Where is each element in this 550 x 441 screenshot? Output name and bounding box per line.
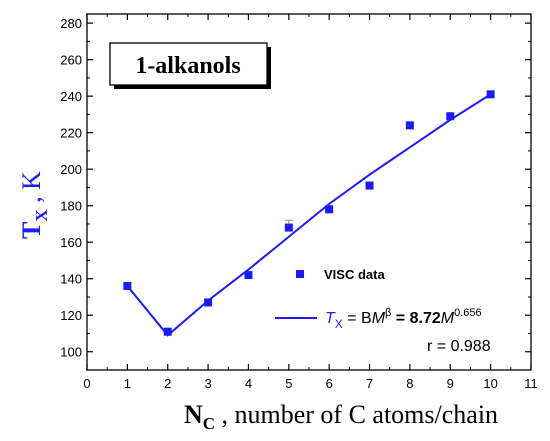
y-axis-label: TX , K (17, 171, 51, 239)
data-point (325, 205, 334, 214)
data-point (405, 121, 414, 130)
legend: VISC data TX = BMβ = 8.72M0.656 r = 0.98… (275, 267, 491, 355)
data-point (204, 298, 213, 307)
y-axis-label-rest: , K (17, 171, 46, 210)
y-axis-ticks: 100 120 140 160 180 200 220 240 260 280 (60, 16, 531, 360)
legend-label-visc: VISC data (324, 267, 385, 282)
x-tick-label: 6 (326, 376, 333, 391)
formula-lhs-symbol: T (325, 310, 336, 327)
formula-exp1: β (385, 307, 391, 319)
x-axis-label: NC , number of C atoms/chain (184, 400, 498, 433)
y-tick-label: 140 (60, 272, 82, 287)
formula-lhs-subscript: X (335, 317, 343, 331)
correlation-text: r = 0.988 (427, 338, 491, 355)
y-axis-label-symbol: T (17, 222, 46, 239)
inset-title: 1-alkanols (135, 53, 240, 79)
x-tick-label: 11 (524, 376, 538, 391)
formula-m2: M (441, 310, 455, 327)
y-tick-label: 260 (60, 53, 82, 68)
x-tick-label: 7 (366, 376, 373, 391)
y-tick-label: 100 (60, 345, 82, 360)
data-point (446, 112, 455, 121)
fit-line-layer (126, 93, 492, 337)
formula-m1: M (372, 310, 386, 327)
x-tick-label: 0 (83, 376, 90, 391)
x-tick-label: 5 (285, 376, 292, 391)
data-point (123, 282, 132, 291)
formula-exp2: 0.656 (454, 307, 482, 319)
y-tick-label: 220 (60, 126, 82, 141)
y-tick-label: 240 (60, 89, 82, 104)
data-point (486, 90, 495, 99)
fit-line (126, 93, 492, 337)
y-tick-label: 160 (60, 235, 82, 250)
data-point (365, 181, 374, 190)
y-tick-label: 120 (60, 308, 82, 323)
formula-eq2: = 8.72 (391, 310, 440, 327)
inset-title-box: 1-alkanols (109, 42, 271, 89)
y-tick-label: 200 (60, 162, 82, 177)
x-axis-ticks: 0 1 2 3 4 5 6 7 8 9 10 11 (83, 14, 538, 391)
data-points-layer (123, 90, 495, 336)
x-axis-label-rest: , number of C atoms/chain (215, 400, 498, 429)
formula-eq1: = B (343, 310, 372, 327)
x-tick-label: 10 (483, 376, 497, 391)
x-tick-label: 1 (124, 376, 131, 391)
x-tick-label: 4 (245, 376, 252, 391)
x-tick-label: 3 (204, 376, 211, 391)
inset-title-frame (109, 42, 268, 86)
data-point (284, 223, 293, 232)
fit-formula: TX = BMβ = 8.72M0.656 (325, 307, 482, 331)
x-tick-label: 9 (447, 376, 454, 391)
y-tick-label: 280 (60, 16, 82, 31)
data-point (163, 327, 172, 336)
x-tick-label: 2 (164, 376, 171, 391)
x-tick-label: 8 (406, 376, 413, 391)
y-tick-label: 180 (60, 199, 82, 214)
y-axis-label-subscript: X (32, 209, 51, 222)
data-point (244, 271, 253, 280)
legend-marker-visc (296, 270, 304, 278)
x-axis-label-symbol: N (184, 400, 203, 429)
x-axis-label-subscript: C (203, 414, 215, 433)
